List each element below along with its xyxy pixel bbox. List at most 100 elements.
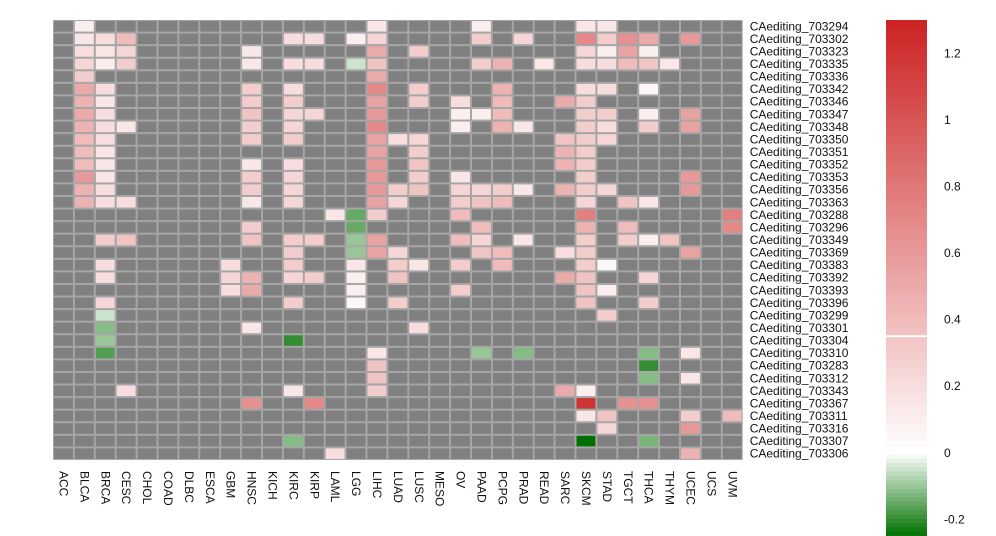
heatmap-cell-na xyxy=(346,347,366,359)
heatmap-cell xyxy=(242,83,261,95)
heatmap-cell-na xyxy=(722,171,742,183)
heatmap-cell xyxy=(221,272,241,283)
heatmap-cell-na xyxy=(534,322,554,334)
heatmap-cell-na xyxy=(74,272,94,283)
heatmap-cell-na xyxy=(597,322,617,334)
heatmap-cell-na xyxy=(388,322,408,334)
heatmap-cell-na xyxy=(555,21,575,32)
heatmap-cell xyxy=(346,234,366,246)
legend-color-band xyxy=(886,419,927,425)
heatmap-cell-na xyxy=(221,335,241,346)
heatmap-cell-na xyxy=(597,272,617,283)
legend-color-band xyxy=(886,398,927,404)
heatmap-cell-na xyxy=(701,322,721,334)
heatmap-cell-na xyxy=(221,159,241,170)
heatmap-cell-na xyxy=(722,247,742,258)
heatmap-cell xyxy=(639,33,659,45)
heatmap-cell-na xyxy=(513,134,533,145)
heatmap-cell xyxy=(451,108,470,120)
heatmap-cell xyxy=(597,284,617,296)
heatmap-cell xyxy=(283,134,303,145)
heatmap-cell-na xyxy=(158,209,178,221)
heatmap-cell-na xyxy=(346,322,366,334)
column-label: CESC xyxy=(119,471,133,505)
heatmap-cell xyxy=(116,33,136,45)
heatmap-cell-na xyxy=(597,96,617,107)
legend-color-band xyxy=(886,389,927,395)
heatmap-cell-na xyxy=(116,134,136,145)
heatmap-cell-na xyxy=(304,360,324,371)
heatmap-cell-na xyxy=(74,222,94,233)
heatmap-cell xyxy=(576,83,596,95)
legend-color-band xyxy=(886,458,927,464)
heatmap-cell xyxy=(681,448,700,459)
heatmap-cell xyxy=(451,284,470,296)
legend-color-band xyxy=(886,235,927,240)
heatmap-cell xyxy=(451,171,470,183)
heatmap-cell-na xyxy=(681,234,700,246)
heatmap-cell-na xyxy=(137,385,157,397)
heatmap-cell-na xyxy=(618,272,638,283)
heatmap-cell-na xyxy=(472,46,491,57)
heatmap-cell xyxy=(409,46,429,57)
heatmap-cell-na xyxy=(54,196,73,208)
heatmap-cell-na xyxy=(492,134,512,145)
heatmap-cell-na xyxy=(221,171,241,183)
heatmap-cell xyxy=(681,247,700,258)
heatmap-cell-na xyxy=(200,71,220,82)
legend-color-band xyxy=(886,174,927,180)
heatmap-cell-na xyxy=(54,410,73,422)
heatmap-cell-na xyxy=(283,372,303,384)
heatmap-cell-na xyxy=(451,33,470,45)
legend-color-band xyxy=(886,445,927,451)
heatmap-cell-na xyxy=(158,322,178,334)
row-label: CAediting_703302 xyxy=(750,32,849,46)
heatmap-cell-na xyxy=(681,284,700,296)
heatmap-cell-na xyxy=(639,310,659,321)
heatmap-cell xyxy=(597,83,617,95)
heatmap-cell-na xyxy=(701,297,721,309)
legend-color-band xyxy=(886,127,927,133)
heatmap-cell-na xyxy=(221,71,241,82)
heatmap-cell-na xyxy=(179,259,199,271)
heatmap-cell-na xyxy=(116,146,136,158)
heatmap-cell-na xyxy=(534,171,554,183)
heatmap-cell-na xyxy=(430,21,450,32)
heatmap-cell xyxy=(597,410,617,422)
heatmap-cell-na xyxy=(534,360,554,371)
heatmap-cell-na xyxy=(492,448,512,459)
heatmap-cell xyxy=(576,297,596,309)
heatmap-cell xyxy=(367,234,387,246)
heatmap-cell-na xyxy=(325,410,345,422)
legend-color-band xyxy=(886,213,927,219)
heatmap-cell xyxy=(304,272,324,283)
heatmap-cell-na xyxy=(701,360,721,371)
heatmap-cell-na xyxy=(722,297,742,309)
heatmap-cell-na xyxy=(346,184,366,195)
heatmap-cell-na xyxy=(430,196,450,208)
legend-color-band xyxy=(886,166,927,172)
heatmap-cell-na xyxy=(263,272,282,283)
heatmap-cell-na xyxy=(263,134,282,145)
legend-color-band xyxy=(886,312,927,318)
heatmap-cell-na xyxy=(74,385,94,397)
heatmap-cell-na xyxy=(681,159,700,170)
legend-color-band xyxy=(886,144,927,150)
heatmap-cell-na xyxy=(430,58,450,70)
heatmap-cell-na xyxy=(555,33,575,45)
heatmap-cell-na xyxy=(618,21,638,32)
heatmap-cell xyxy=(74,159,94,170)
heatmap-cell-na xyxy=(492,385,512,397)
heatmap-cell-na xyxy=(367,423,387,434)
heatmap-cell-na xyxy=(451,46,470,57)
heatmap-cell-na xyxy=(388,360,408,371)
heatmap-cell-na xyxy=(221,297,241,309)
heatmap-cell-na xyxy=(304,347,324,359)
heatmap-cell-na xyxy=(346,71,366,82)
heatmap-cell-na xyxy=(534,159,554,170)
heatmap-cell xyxy=(367,385,387,397)
heatmap-cell-na xyxy=(158,96,178,107)
heatmap-cell-na xyxy=(283,360,303,371)
heatmap-cell-na xyxy=(54,33,73,45)
heatmap-cell-na xyxy=(701,310,721,321)
